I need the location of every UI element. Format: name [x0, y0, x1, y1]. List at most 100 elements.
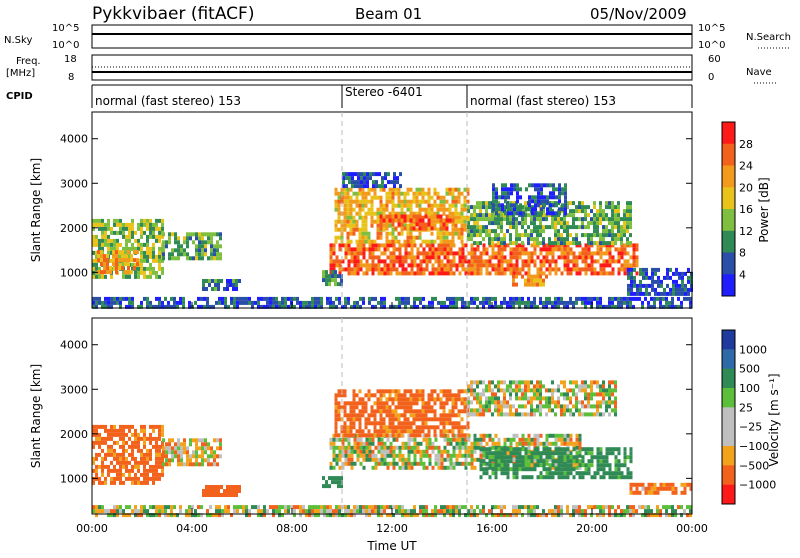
power-echo-cell — [678, 284, 681, 288]
power-echo-cell — [590, 221, 593, 225]
power-echo-cell — [488, 233, 491, 237]
velocity-echo-cell — [353, 413, 356, 417]
velocity-echo-cell — [536, 380, 539, 384]
velocity-echo-cell — [329, 505, 332, 509]
power-echo-cell — [158, 297, 161, 301]
power-echo-cell — [681, 272, 684, 276]
velocity-echo-cell — [464, 405, 467, 409]
power-echo-cell — [333, 247, 336, 251]
power-echo-cell — [540, 199, 543, 203]
velocity-echo-cell — [351, 450, 354, 454]
velocity-echo-cell — [566, 509, 569, 513]
velocity-echo-cell — [171, 446, 174, 450]
power-echo-cell — [158, 231, 161, 235]
power-echo-cell — [626, 213, 629, 217]
power-echo-cell — [254, 301, 257, 305]
power-echo-cell — [217, 283, 220, 287]
power-echo-cell — [519, 211, 522, 215]
power-echo-cell — [177, 248, 180, 252]
power-echo-cell — [438, 267, 441, 271]
power-echo-cell — [380, 297, 383, 301]
power-echo-cell — [149, 231, 152, 235]
velocity-echo-cell — [449, 413, 452, 417]
velocity-echo-cell — [513, 438, 516, 442]
power-echo-cell — [534, 195, 537, 199]
power-echo-cell — [354, 184, 357, 188]
velocity-echo-cell — [161, 433, 164, 437]
power-echo-cell — [380, 208, 383, 212]
power-echo-cell — [461, 228, 464, 232]
power-echo-cell — [426, 263, 429, 267]
velocity-echo-cell — [347, 505, 350, 509]
velocity-echo-cell — [179, 509, 182, 513]
power-echo-cell — [375, 184, 378, 188]
power-echo-cell — [596, 229, 599, 233]
power-echo-cell — [642, 292, 645, 296]
power-echo-cell — [516, 195, 519, 199]
power-echo-cell — [113, 239, 116, 243]
velocity-echo-cell — [576, 434, 579, 438]
power-echo-cell — [110, 275, 113, 279]
power-echo-cell — [213, 252, 216, 256]
power-echo-cell — [158, 235, 161, 239]
power-echo-cell — [603, 259, 606, 263]
velocity-echo-cell — [354, 438, 357, 442]
power-echo-cell — [549, 263, 552, 267]
velocity-echo-cell — [446, 389, 449, 393]
power-echo-cell — [455, 208, 458, 212]
power-echo-cell — [588, 247, 591, 251]
power-echo-cell — [314, 301, 317, 305]
velocity-echo-cell — [587, 505, 590, 509]
power-echo-cell — [684, 288, 687, 292]
power-y-tick-label: 1000 — [60, 266, 88, 279]
power-echo-cell — [560, 241, 563, 245]
velocity-echo-cell — [134, 477, 137, 481]
velocity-echo-cell — [378, 458, 381, 462]
power-echo-cell — [626, 221, 629, 225]
velocity-echo-cell — [380, 401, 383, 405]
velocity-echo-cell — [483, 459, 486, 463]
power-echo-cell — [672, 272, 675, 276]
velocity-echo-cell — [371, 505, 374, 509]
velocity-echo-cell — [353, 405, 356, 409]
velocity-echo-cell — [449, 505, 452, 509]
power-echo-cell — [326, 297, 329, 301]
velocity-echo-cell — [101, 425, 104, 429]
power-echo-cell — [152, 267, 155, 271]
power-echo-cell — [494, 233, 497, 237]
power-echo-cell — [563, 229, 566, 233]
velocity-echo-cell — [413, 421, 416, 425]
power-echo-cell — [393, 243, 396, 247]
velocity-echo-cell — [219, 454, 222, 458]
velocity-echo-cell — [140, 437, 143, 441]
power-echo-cell — [539, 221, 542, 225]
power-echo-cell — [491, 237, 494, 241]
power-echo-cell — [202, 287, 205, 291]
power-echo-cell — [552, 195, 555, 199]
velocity-echo-cell — [593, 380, 596, 384]
velocity-echo-cell — [468, 438, 471, 442]
power-echo-cell — [207, 236, 210, 240]
velocity-echo-cell — [614, 408, 617, 412]
power-echo-cell — [642, 284, 645, 288]
power-echo-cell — [479, 229, 482, 233]
power-echo-cell — [575, 237, 578, 241]
velocity-echo-cell — [417, 462, 420, 466]
velocity-echo-cell — [392, 417, 395, 421]
power-echo-cell — [195, 252, 198, 256]
power-echo-cell — [626, 205, 629, 209]
power-echo-cell — [452, 204, 455, 208]
velocity-echo-cell — [471, 466, 474, 470]
velocity-echo-cell — [614, 384, 617, 388]
power-echo-cell — [330, 243, 333, 247]
velocity-echo-cell — [576, 466, 579, 470]
velocity-echo-cell — [330, 442, 333, 446]
velocity-echo-cell — [143, 465, 146, 469]
power-echo-cell — [569, 241, 572, 245]
power-echo-cell — [438, 259, 441, 263]
power-echo-cell — [491, 213, 494, 217]
power-echo-cell — [353, 232, 356, 236]
power-echo-cell — [210, 236, 213, 240]
velocity-echo-cell — [443, 433, 446, 437]
power-echo-cell — [549, 183, 552, 187]
